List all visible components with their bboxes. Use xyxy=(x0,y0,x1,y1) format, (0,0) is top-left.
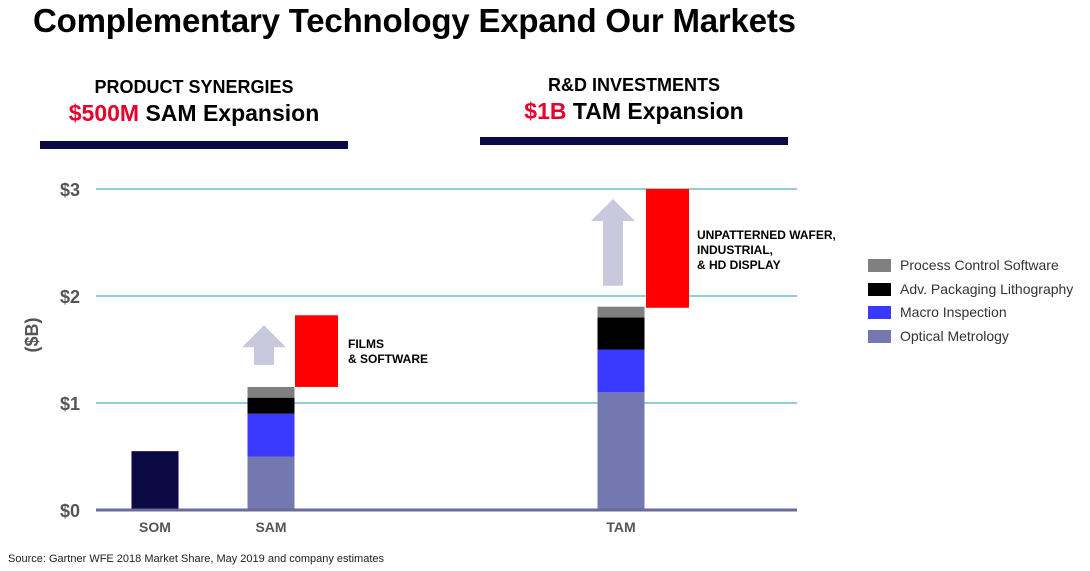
legend-label: Optical Metrology xyxy=(900,327,1009,344)
legend-label: Adv. Packaging Lithography xyxy=(900,280,1074,297)
rd-investments-underline xyxy=(480,137,788,145)
legend-label: Macro Inspection xyxy=(900,304,1007,320)
sam-expansion-text: SAM Expansion xyxy=(139,100,320,126)
sam-expansion-amount: $500M xyxy=(68,100,140,126)
y-tick-label: $3 xyxy=(60,180,80,200)
expansion-box xyxy=(295,315,338,387)
legend-swatch xyxy=(868,282,891,296)
bar-segment xyxy=(597,317,645,350)
bar-segment xyxy=(597,306,645,318)
source-note: Source: Gartner WFE 2018 Market Share, M… xyxy=(8,553,385,565)
y-axis-label: ($B) xyxy=(22,317,42,352)
tam-expansion-amount: $1B xyxy=(524,98,567,124)
legend-swatch xyxy=(868,259,891,272)
x-tick-label: SOM xyxy=(139,519,171,535)
y-tick-label: $2 xyxy=(60,287,80,307)
y-tick-label: $0 xyxy=(60,501,80,521)
x-tick-label: TAM xyxy=(606,519,635,535)
bar-segment xyxy=(247,413,295,457)
bar-som xyxy=(131,451,179,510)
unpatterned-wafer-annotation: UNPATTERNED WAFER, INDUSTRIAL, & HD DISP… xyxy=(697,228,836,272)
tam-expansion-text: TAM Expansion xyxy=(566,98,744,124)
x-tick-label: SAM xyxy=(255,519,286,535)
expansion-arrow xyxy=(242,325,286,365)
legend-swatch xyxy=(868,329,891,343)
rd-investments-header: R&D INVESTMENTS $1B TAM Expansion xyxy=(480,75,788,125)
bar-segment xyxy=(597,392,645,510)
bar-segment xyxy=(247,386,295,398)
expansion-arrow xyxy=(591,199,635,286)
rd-investments-heading: R&D INVESTMENTS xyxy=(547,75,720,95)
y-tick-label: $1 xyxy=(60,394,80,414)
legend-label: Process Control Software xyxy=(900,257,1059,273)
bar-segment xyxy=(247,397,295,414)
bar-segment xyxy=(247,456,295,510)
expansion-box xyxy=(646,189,689,308)
product-synergies-heading: PRODUCT SYNERGIES xyxy=(94,77,294,97)
films-software-annotation: FILMS & SOFTWARE xyxy=(348,337,428,366)
sam-expansion-heading: $500M SAM Expansion xyxy=(40,100,348,127)
legend-swatch xyxy=(868,306,891,319)
page-title: Complementary Technology Expand Our Mark… xyxy=(33,2,796,39)
product-synergies-underline xyxy=(40,141,348,149)
tam-expansion-heading: $1B TAM Expansion xyxy=(480,98,788,125)
bar-segment xyxy=(597,349,645,393)
product-synergies-header: PRODUCT SYNERGIES $500M SAM Expansion xyxy=(40,77,348,127)
